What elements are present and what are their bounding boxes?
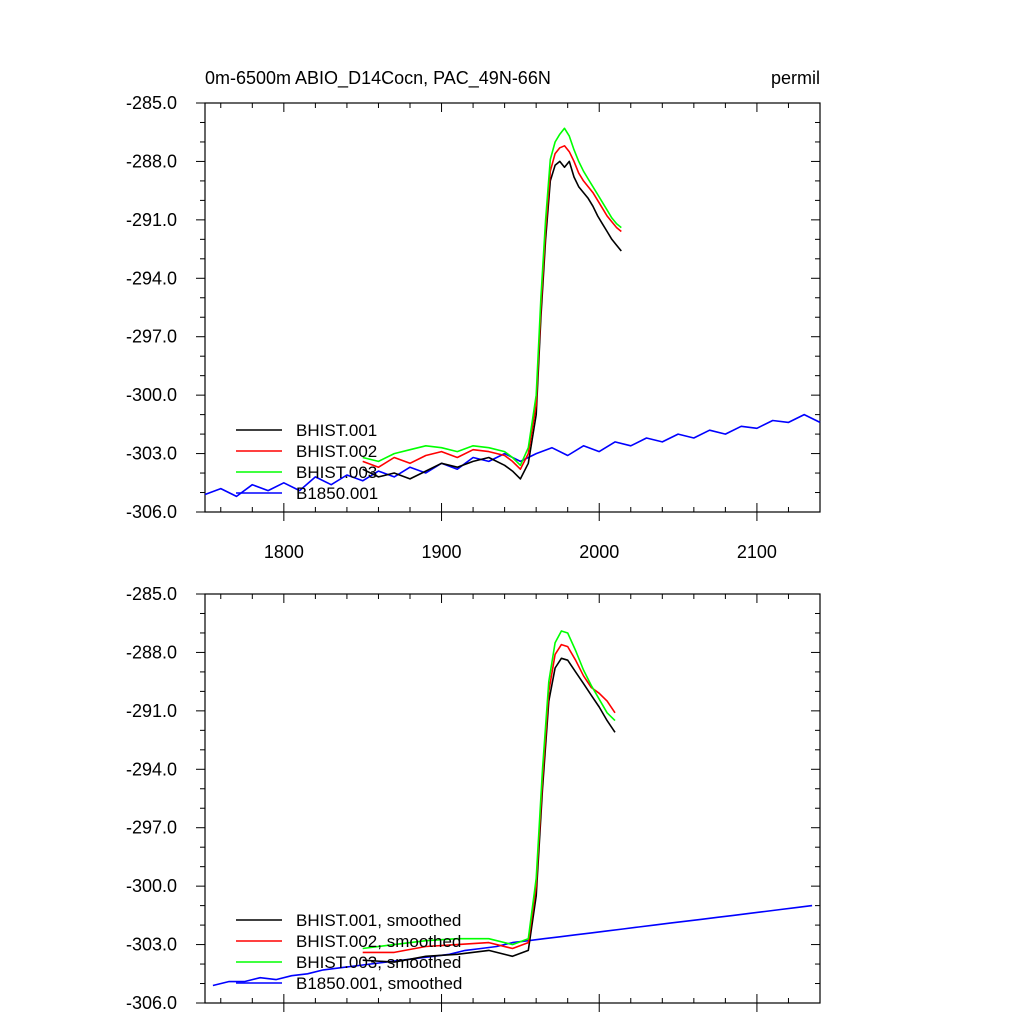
y-tick-label: -288.0 [126,151,177,171]
legend-label: BHIST.001, smoothed [296,911,461,930]
figure-units: permil [771,68,820,88]
y-tick-label: -297.0 [126,818,177,838]
plot-frame [204,102,821,513]
legend-label: B1850.001, smoothed [296,974,462,993]
series-line-bhist-002 [362,145,622,471]
series-line-bhist-003 [362,127,622,467]
legend-label: BHIST.003, smoothed [296,953,461,972]
series-line-bhist-001 [362,160,622,480]
y-tick-label: -291.0 [126,701,177,721]
y-tick-label: -297.0 [126,327,177,347]
legend-label: BHIST.002, smoothed [296,932,461,951]
y-tick-label: -300.0 [126,876,177,896]
y-tick-label: -294.0 [126,268,177,288]
x-tick-label: 2000 [579,542,619,562]
series-line-bhist-003-smoothed [362,630,616,950]
y-tick-label: -303.0 [126,935,177,955]
top-panel: -285.0 -288.0 -291.0 -294.0 -297.0 -300.0 -303… [126,93,821,562]
y-tick-label: -291.0 [126,210,177,230]
series-line-b1850-001-smoothed [212,904,813,987]
figure-title: 0m-6500m ABIO_D14Cocn, PAC_49N-66N [205,68,551,89]
bottom-panel: -285.0 -288.0 -291.0 -294.0 -297.0 -300.0 -303… [126,584,821,1013]
y-tick-label: -303.0 [126,444,177,464]
x-tick-label: 2100 [737,542,777,562]
legend-label: B1850.001 [296,484,378,503]
plot-frame [204,593,821,1004]
legend-label: BHIST.003 [296,463,377,482]
y-tick-label: -285.0 [126,584,177,604]
legend-label: BHIST.001 [296,421,377,440]
series-line-bhist-002-smoothed [362,643,616,954]
legend-label: BHIST.002 [296,442,377,461]
y-tick-label: -300.0 [126,385,177,405]
y-tick-label: -294.0 [126,759,177,779]
x-tick-label: 1800 [264,542,304,562]
y-tick-label: -285.0 [126,93,177,113]
y-tick-label: -306.0 [126,993,177,1013]
y-tick-label: -306.0 [126,502,177,522]
y-tick-label: -288.0 [126,642,177,662]
x-tick-label: 1900 [422,542,462,562]
